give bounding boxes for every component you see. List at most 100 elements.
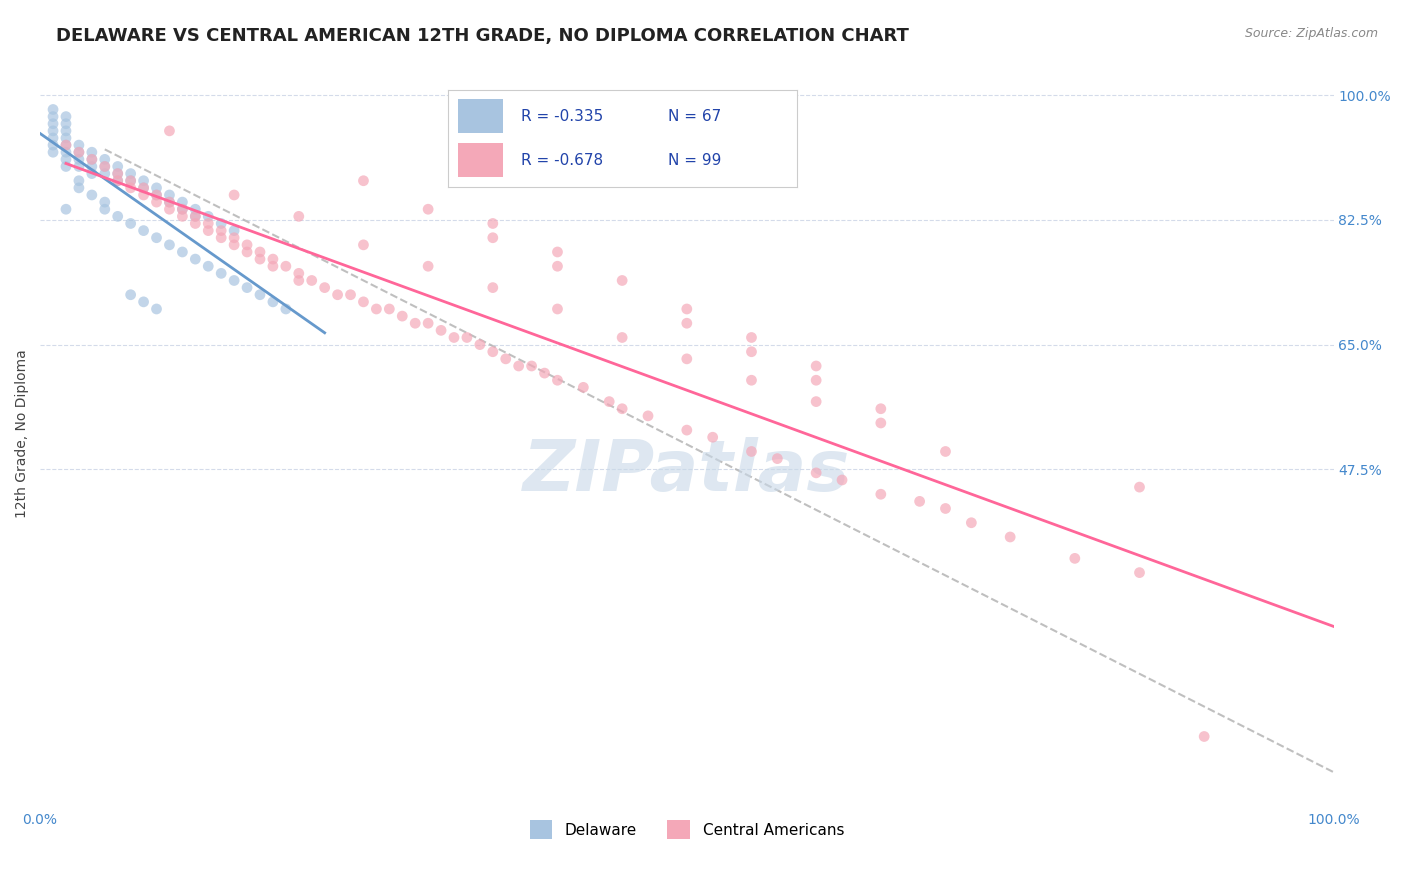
- Point: [42, 124, 65, 138]
- Point: [236, 238, 259, 252]
- Legend: Delaware, Central Americans: Delaware, Central Americans: [523, 814, 851, 845]
- Point: [804, 466, 827, 480]
- Point: [326, 287, 349, 301]
- Text: DELAWARE VS CENTRAL AMERICAN 12TH GRADE, NO DIPLOMA CORRELATION CHART: DELAWARE VS CENTRAL AMERICAN 12TH GRADE,…: [56, 27, 910, 45]
- Point: [80, 145, 103, 160]
- Point: [67, 181, 90, 195]
- Point: [159, 195, 181, 210]
- Point: [132, 174, 155, 188]
- Point: [132, 181, 155, 195]
- Point: [804, 394, 827, 409]
- Point: [120, 174, 142, 188]
- Point: [197, 210, 219, 224]
- Point: [145, 231, 167, 245]
- Point: [249, 252, 271, 266]
- Point: [481, 344, 503, 359]
- Point: [172, 195, 194, 210]
- Point: [42, 138, 65, 153]
- Point: [209, 231, 232, 245]
- Point: [107, 167, 129, 181]
- Point: [94, 153, 117, 167]
- Point: [236, 244, 259, 259]
- Point: [481, 231, 503, 245]
- Point: [274, 259, 297, 273]
- Point: [378, 301, 401, 316]
- Point: [107, 167, 129, 181]
- Point: [1063, 551, 1085, 566]
- Point: [456, 330, 478, 344]
- Point: [120, 167, 142, 181]
- Point: [288, 210, 311, 224]
- Point: [418, 259, 440, 273]
- Point: [184, 210, 207, 224]
- Point: [740, 344, 762, 359]
- Point: [288, 273, 311, 287]
- Point: [675, 301, 697, 316]
- Point: [184, 202, 207, 217]
- Point: [172, 202, 194, 217]
- Point: [339, 287, 361, 301]
- Point: [42, 117, 65, 131]
- Point: [94, 160, 117, 174]
- Point: [236, 280, 259, 294]
- Point: [184, 252, 207, 266]
- Point: [184, 217, 207, 231]
- Point: [404, 316, 426, 330]
- Point: [675, 351, 697, 366]
- Point: [804, 373, 827, 387]
- Point: [172, 210, 194, 224]
- Point: [80, 167, 103, 181]
- Point: [145, 188, 167, 202]
- Point: [55, 138, 77, 153]
- Point: [1128, 566, 1150, 580]
- Point: [42, 103, 65, 117]
- Point: [908, 494, 931, 508]
- Point: [1128, 480, 1150, 494]
- Point: [301, 273, 323, 287]
- Point: [209, 266, 232, 280]
- Point: [572, 380, 595, 394]
- Point: [172, 244, 194, 259]
- Point: [132, 181, 155, 195]
- Point: [159, 202, 181, 217]
- Point: [224, 188, 246, 202]
- Point: [132, 188, 155, 202]
- Point: [55, 145, 77, 160]
- Point: [55, 153, 77, 167]
- Point: [67, 160, 90, 174]
- Point: [67, 138, 90, 153]
- Point: [262, 259, 284, 273]
- Point: [274, 301, 297, 316]
- Point: [443, 330, 465, 344]
- Text: ZIPatlas: ZIPatlas: [523, 436, 851, 506]
- Point: [546, 373, 568, 387]
- Point: [391, 309, 413, 323]
- Point: [159, 124, 181, 138]
- Point: [94, 202, 117, 217]
- Point: [831, 473, 853, 487]
- Point: [960, 516, 983, 530]
- Point: [120, 181, 142, 195]
- Point: [740, 444, 762, 458]
- Point: [637, 409, 659, 423]
- Point: [159, 195, 181, 210]
- Point: [80, 153, 103, 167]
- Point: [224, 273, 246, 287]
- Point: [418, 202, 440, 217]
- Point: [132, 224, 155, 238]
- Point: [934, 444, 956, 458]
- Point: [107, 174, 129, 188]
- Point: [998, 530, 1021, 544]
- Point: [430, 323, 453, 337]
- Point: [42, 145, 65, 160]
- Point: [67, 153, 90, 167]
- Point: [1192, 730, 1215, 744]
- Point: [533, 366, 555, 380]
- Point: [145, 301, 167, 316]
- Point: [546, 301, 568, 316]
- Point: [145, 195, 167, 210]
- Point: [249, 287, 271, 301]
- Point: [249, 244, 271, 259]
- Point: [481, 217, 503, 231]
- Point: [197, 217, 219, 231]
